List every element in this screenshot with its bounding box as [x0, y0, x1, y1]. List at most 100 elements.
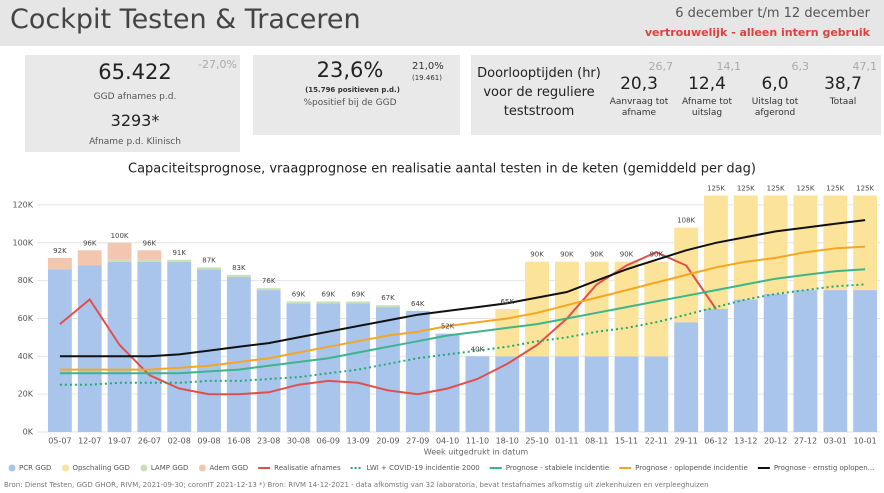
- total-label: 67K: [381, 294, 395, 302]
- bar-segment: [376, 307, 400, 432]
- bar-segment: [674, 322, 699, 432]
- bar-segment: [793, 195, 818, 291]
- total-label: 90K: [590, 251, 604, 259]
- x-tick-label: 23-08: [257, 437, 280, 446]
- bar-segment: [793, 290, 818, 432]
- kpi-previous: 26,7: [648, 60, 674, 73]
- kpi-value: 38,7: [824, 74, 862, 94]
- total-label: 69K: [292, 290, 306, 298]
- kpi-previous: 47,1: [852, 60, 878, 73]
- line: [59, 219, 866, 358]
- bar-segment: [554, 261, 579, 357]
- total-label: 92K: [53, 247, 67, 255]
- legend-label: Realisatie afnames: [274, 464, 341, 472]
- x-tick-label: 12-07: [78, 437, 101, 446]
- total-label: 69K: [351, 290, 365, 298]
- x-axis-title: Week uitgedrukt in datum: [424, 448, 529, 457]
- bar-segment: [77, 250, 102, 266]
- kpi-previous-detail: (19.461): [412, 74, 442, 82]
- bar-segment: [465, 356, 490, 432]
- legend-label: LAMP GGD: [151, 464, 189, 472]
- bar-segment: [256, 288, 281, 291]
- legend-label: LWI + COVID-19 incidentie 2000: [367, 464, 480, 472]
- x-tick-label: 26-07: [138, 437, 161, 446]
- bar-segment: [346, 301, 371, 304]
- x-tick-label: 01-11: [555, 437, 578, 446]
- total-label: 40K: [471, 345, 485, 353]
- total-label: 83K: [232, 264, 246, 272]
- bar-segment: [435, 333, 460, 432]
- kpi-label: GGD afnames p.d.: [93, 92, 177, 102]
- legend-item: LWI + COVID-19 incidentie 2000: [350, 464, 480, 472]
- bar-segment: [704, 195, 728, 309]
- x-tick-label: 06-12: [704, 437, 727, 446]
- bar-segment: [644, 356, 669, 432]
- x-tick-label: 10-01: [853, 437, 876, 446]
- total-label: 100K: [111, 232, 129, 240]
- bar-segment: [226, 276, 251, 432]
- x-tick-label: 04-10: [436, 437, 459, 446]
- kpi-value: 3293*: [110, 111, 160, 130]
- kpi-previous: 21,0%: [412, 61, 444, 72]
- total-label: 90K: [620, 251, 634, 259]
- x-tick-label: 19-07: [108, 437, 131, 446]
- bar-segment: [137, 250, 162, 260]
- total-label: 69K: [322, 290, 336, 298]
- y-tick-label: 0K: [23, 428, 34, 437]
- kpi-value: 23,6%: [316, 58, 384, 82]
- bar-segment: [525, 356, 549, 432]
- total-label: 125K: [856, 184, 874, 192]
- bar-segment: [763, 293, 788, 432]
- kpi-label: %positief bij de GGD: [303, 98, 397, 108]
- total-label: 108K: [677, 217, 695, 225]
- x-tick-label: 22-11: [645, 437, 668, 446]
- legend-label: Prognose - ernstig oplopen...: [774, 464, 875, 472]
- kpi-change: -27,0%: [198, 58, 237, 71]
- bar-segment: [823, 195, 848, 291]
- x-tick-label: 27-12: [794, 437, 817, 446]
- x-tick-label: 09-08: [197, 437, 220, 446]
- legend-item: Prognose - ernstig oplopen...: [757, 464, 875, 472]
- legend-label: Adem GGD: [209, 464, 248, 472]
- kpi-box: [253, 55, 460, 135]
- chart-title: Capaciteitsprognose, vraagprognose en re…: [128, 162, 756, 177]
- legend-item: LAMP GGD: [140, 464, 188, 472]
- y-tick-label: 60K: [18, 314, 34, 323]
- y-tick-label: 80K: [18, 276, 34, 285]
- x-tick-label: 08-11: [585, 437, 608, 446]
- legend-marker: [8, 464, 16, 472]
- total-label: 96K: [83, 239, 97, 247]
- kpi-title: Doorlooptijden (hr) voor de reguliere te…: [477, 66, 601, 119]
- bar-segment: [644, 261, 669, 357]
- line: [59, 268, 866, 375]
- bar-segment: [614, 261, 639, 357]
- x-tick-label: 06-09: [317, 437, 340, 446]
- x-tick-label: 02-08: [168, 437, 191, 446]
- total-label: 91K: [172, 249, 186, 257]
- legend-label: Opschaling GGD: [72, 464, 129, 472]
- kpi-previous: 6,3: [791, 60, 810, 73]
- bar-segment: [47, 257, 72, 270]
- bar-segment: [733, 195, 758, 300]
- bar-segment: [704, 309, 728, 432]
- legend-item: Prognose - oplopende incidentie: [619, 464, 748, 472]
- kpi-value: 20,3: [620, 74, 658, 94]
- y-tick-label: 40K: [18, 352, 34, 361]
- bar-segment: [107, 261, 132, 432]
- chart: Capaciteitsprognose, vraagprognose en re…: [4, 162, 880, 489]
- bar-segment: [346, 303, 371, 432]
- kpi-previous: 14,1: [716, 60, 742, 73]
- bar-segment: [733, 299, 758, 432]
- bar-segment: [614, 356, 639, 432]
- legend-item: Adem GGD: [198, 464, 248, 472]
- total-label: 90K: [530, 251, 544, 259]
- legend-label: PCR GGD: [19, 464, 51, 472]
- total-label: 52K: [441, 323, 455, 331]
- x-tick-label: 29-11: [675, 437, 698, 446]
- bar-segment: [107, 259, 132, 262]
- bar-segment: [167, 261, 192, 432]
- bar-segment: [286, 303, 311, 432]
- x-tick-label: 13-09: [347, 437, 370, 446]
- header: [0, 0, 884, 46]
- x-tick-label: 16-08: [227, 437, 250, 446]
